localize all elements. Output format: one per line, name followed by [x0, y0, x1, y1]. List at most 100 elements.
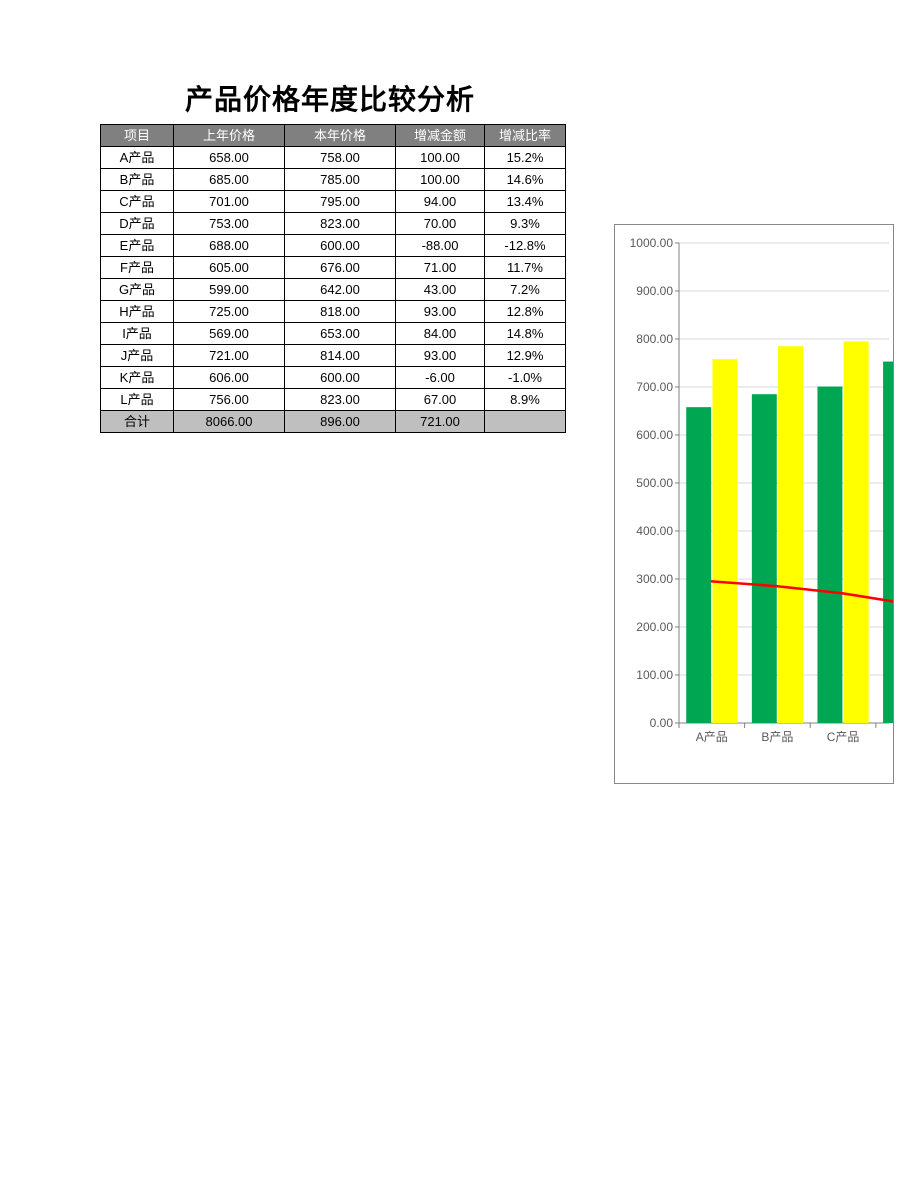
table-row: J产品721.00814.0093.0012.9% [101, 345, 566, 367]
table-cell: 600.00 [285, 367, 396, 389]
table-cell: 9.3% [485, 213, 566, 235]
table-row: K产品606.00600.00-6.00-1.0% [101, 367, 566, 389]
table-cell: I产品 [101, 323, 174, 345]
table-cell: 721.00 [396, 411, 485, 433]
svg-text:100.00: 100.00 [636, 668, 673, 682]
svg-text:1000.00: 1000.00 [630, 236, 674, 250]
table-cell: 70.00 [396, 213, 485, 235]
table-cell: 8066.00 [174, 411, 285, 433]
table-cell: 14.8% [485, 323, 566, 345]
table-cell: B产品 [101, 169, 174, 191]
table-cell: D产品 [101, 213, 174, 235]
table-cell: 676.00 [285, 257, 396, 279]
table-cell: 896.00 [285, 411, 396, 433]
table-row: H产品725.00818.0093.0012.8% [101, 301, 566, 323]
page-title: 产品价格年度比较分析 [100, 78, 560, 118]
price-table: 项目 上年价格 本年价格 增减金额 增减比率 A产品658.00758.0010… [100, 124, 566, 433]
table-cell: 688.00 [174, 235, 285, 257]
table-cell: 14.6% [485, 169, 566, 191]
table-cell: 84.00 [396, 323, 485, 345]
table-cell: J产品 [101, 345, 174, 367]
table-cell: 606.00 [174, 367, 285, 389]
svg-text:600.00: 600.00 [636, 428, 673, 442]
table-cell: A产品 [101, 147, 174, 169]
table-row: C产品701.00795.0094.0013.4% [101, 191, 566, 213]
table-cell [485, 411, 566, 433]
table-cell: 13.4% [485, 191, 566, 213]
table-header-row: 项目 上年价格 本年价格 增减金额 增减比率 [101, 125, 566, 147]
table-cell: 569.00 [174, 323, 285, 345]
svg-text:700.00: 700.00 [636, 380, 673, 394]
table-cell: 93.00 [396, 301, 485, 323]
table-cell: L产品 [101, 389, 174, 411]
table-cell: 642.00 [285, 279, 396, 301]
svg-text:D产品: D产品 [892, 730, 894, 744]
table-cell: H产品 [101, 301, 174, 323]
table-cell: 605.00 [174, 257, 285, 279]
svg-text:800.00: 800.00 [636, 332, 673, 346]
svg-text:A产品: A产品 [696, 730, 728, 744]
table-cell: 599.00 [174, 279, 285, 301]
table-row: D产品753.00823.0070.009.3% [101, 213, 566, 235]
svg-text:500.00: 500.00 [636, 476, 673, 490]
table-row: E产品688.00600.00-88.00-12.8% [101, 235, 566, 257]
table-cell: -1.0% [485, 367, 566, 389]
table-cell: E产品 [101, 235, 174, 257]
table-cell: F产品 [101, 257, 174, 279]
table-cell: 93.00 [396, 345, 485, 367]
table-cell: 7.2% [485, 279, 566, 301]
table-row: A产品658.00758.00100.0015.2% [101, 147, 566, 169]
table-cell: -6.00 [396, 367, 485, 389]
svg-text:900.00: 900.00 [636, 284, 673, 298]
table-cell: -88.00 [396, 235, 485, 257]
svg-text:400.00: 400.00 [636, 524, 673, 538]
table-cell: 753.00 [174, 213, 285, 235]
table-cell: 600.00 [285, 235, 396, 257]
col-header: 增减比率 [485, 125, 566, 147]
table-cell: G产品 [101, 279, 174, 301]
table-cell: 合计 [101, 411, 174, 433]
svg-text:300.00: 300.00 [636, 572, 673, 586]
table-cell: 12.8% [485, 301, 566, 323]
table-cell: 818.00 [285, 301, 396, 323]
table-cell: 785.00 [285, 169, 396, 191]
table-cell: 100.00 [396, 147, 485, 169]
table-cell: 653.00 [285, 323, 396, 345]
table-row: G产品599.00642.0043.007.2% [101, 279, 566, 301]
col-header: 项目 [101, 125, 174, 147]
table-cell: 100.00 [396, 169, 485, 191]
table-cell: 823.00 [285, 389, 396, 411]
table-cell: -12.8% [485, 235, 566, 257]
table-row: B产品685.00785.00100.0014.6% [101, 169, 566, 191]
table-cell: 11.7% [485, 257, 566, 279]
svg-text:200.00: 200.00 [636, 620, 673, 634]
svg-text:0.00: 0.00 [650, 716, 674, 730]
table-cell: 15.2% [485, 147, 566, 169]
table-cell: 12.9% [485, 345, 566, 367]
table-cell: C产品 [101, 191, 174, 213]
table-cell: 823.00 [285, 213, 396, 235]
col-header: 增减金额 [396, 125, 485, 147]
table-row: L产品756.00823.0067.008.9% [101, 389, 566, 411]
table-cell: 756.00 [174, 389, 285, 411]
svg-text:B产品: B产品 [761, 730, 793, 744]
table-cell: 8.9% [485, 389, 566, 411]
table-cell: 701.00 [174, 191, 285, 213]
table-row: I产品569.00653.0084.0014.8% [101, 323, 566, 345]
col-header: 上年价格 [174, 125, 285, 147]
table-cell: 94.00 [396, 191, 485, 213]
svg-text:C产品: C产品 [827, 730, 860, 744]
table-cell: 721.00 [174, 345, 285, 367]
table-cell: K产品 [101, 367, 174, 389]
col-header: 本年价格 [285, 125, 396, 147]
table-cell: 67.00 [396, 389, 485, 411]
table-cell: 795.00 [285, 191, 396, 213]
table-cell: 685.00 [174, 169, 285, 191]
price-chart: 0.00 100.00 200.00 300.00 400.00 500.00 600.00… [614, 224, 894, 784]
table-cell: 758.00 [285, 147, 396, 169]
table-cell: 43.00 [396, 279, 485, 301]
table-cell: 725.00 [174, 301, 285, 323]
table-cell: 658.00 [174, 147, 285, 169]
table-row: F产品605.00676.0071.0011.7% [101, 257, 566, 279]
table-cell: 71.00 [396, 257, 485, 279]
